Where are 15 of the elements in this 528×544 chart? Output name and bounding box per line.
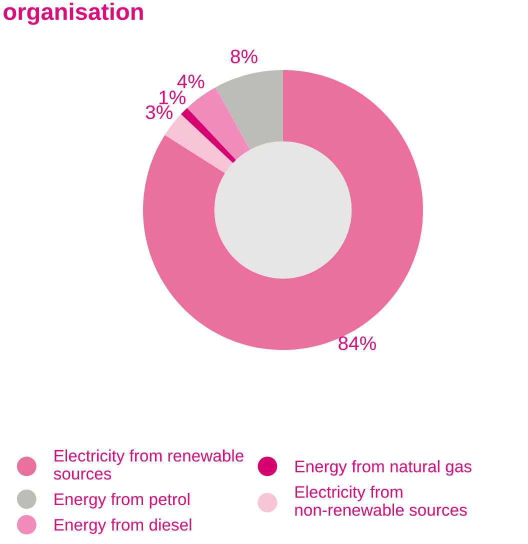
legend-label: Energy from natural gas	[295, 460, 472, 476]
data-label: 8%	[230, 50, 258, 64]
data-label: 4%	[177, 74, 204, 88]
donut-slice	[143, 70, 423, 350]
legend-label: Electricity from non-renewable sources	[295, 486, 467, 516]
donut-slice	[216, 70, 283, 150]
donut-slice	[180, 108, 236, 164]
data-label: 3%	[146, 105, 172, 120]
legend-label: Electricity from renewable sources	[54, 449, 244, 480]
donut-slice	[187, 87, 250, 160]
chart-title: organisation	[4, 2, 143, 25]
legend-label: Energy from diesel	[54, 518, 192, 534]
data-label: 84%	[338, 336, 376, 350]
data-label: 1%	[160, 90, 186, 104]
legend-label: Energy from petrol	[54, 492, 190, 508]
